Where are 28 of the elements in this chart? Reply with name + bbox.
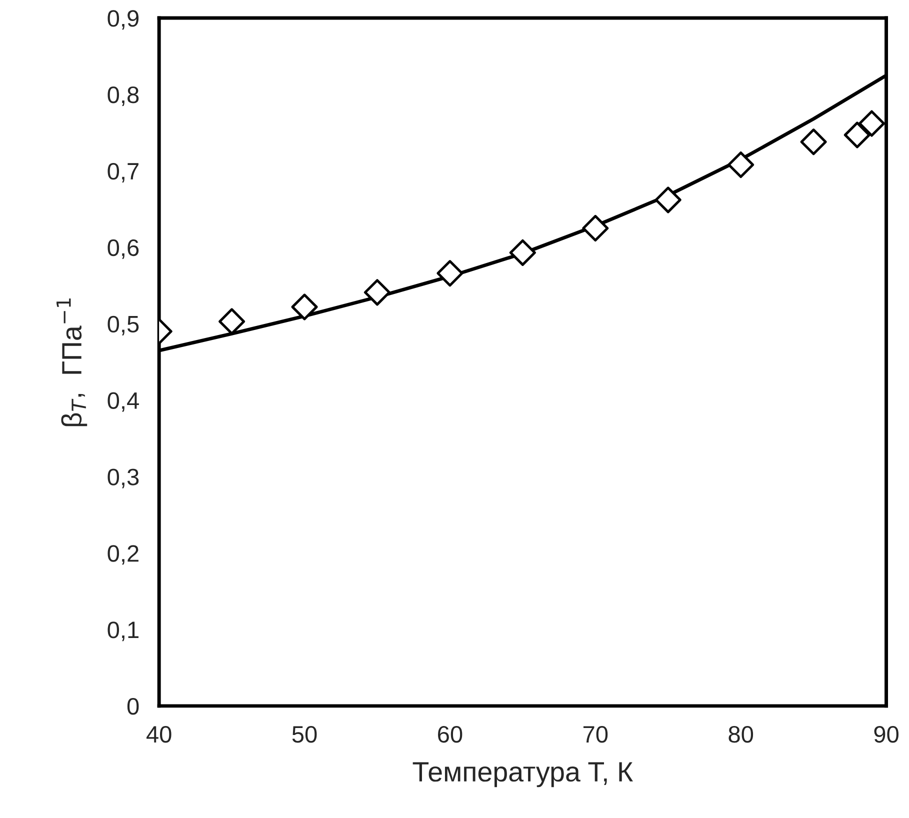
point: [728, 151, 754, 178]
point: [858, 110, 886, 137]
x-tick-label: 50: [292, 726, 317, 743]
y-tick-label: 0,6: [108, 239, 139, 259]
point: [582, 214, 609, 242]
x-tick-label: 90: [874, 726, 898, 743]
y-axis-title: β$_{T}$, ГПа$^{−1}$: [56, 298, 88, 426]
y-tick-label: 0,5: [108, 316, 139, 336]
y-tick-label: 0,3: [108, 468, 139, 488]
point: [800, 128, 827, 156]
y-tick-label: 0,8: [108, 86, 139, 106]
point: [291, 294, 318, 320]
point: [436, 260, 464, 287]
x-tick-label: 40: [146, 726, 172, 743]
point: [844, 122, 870, 148]
x-tick-label: 70: [583, 726, 608, 743]
y-tick-label: 0,7: [108, 162, 138, 182]
point: [364, 279, 391, 306]
x-tick-label: 60: [438, 726, 462, 743]
y-tick-label: 0,4: [108, 392, 139, 412]
x-axis-title: Температура T, К: [412, 762, 633, 788]
y-tick-label: 0,9: [108, 10, 139, 30]
x-tick-label: 80: [728, 726, 754, 743]
y-tick-label: 0,1: [108, 622, 138, 642]
y-tick-label: 0: [127, 698, 139, 715]
point: [654, 186, 682, 214]
point: [509, 239, 536, 266]
y-tick-label: 0,2: [108, 545, 138, 565]
